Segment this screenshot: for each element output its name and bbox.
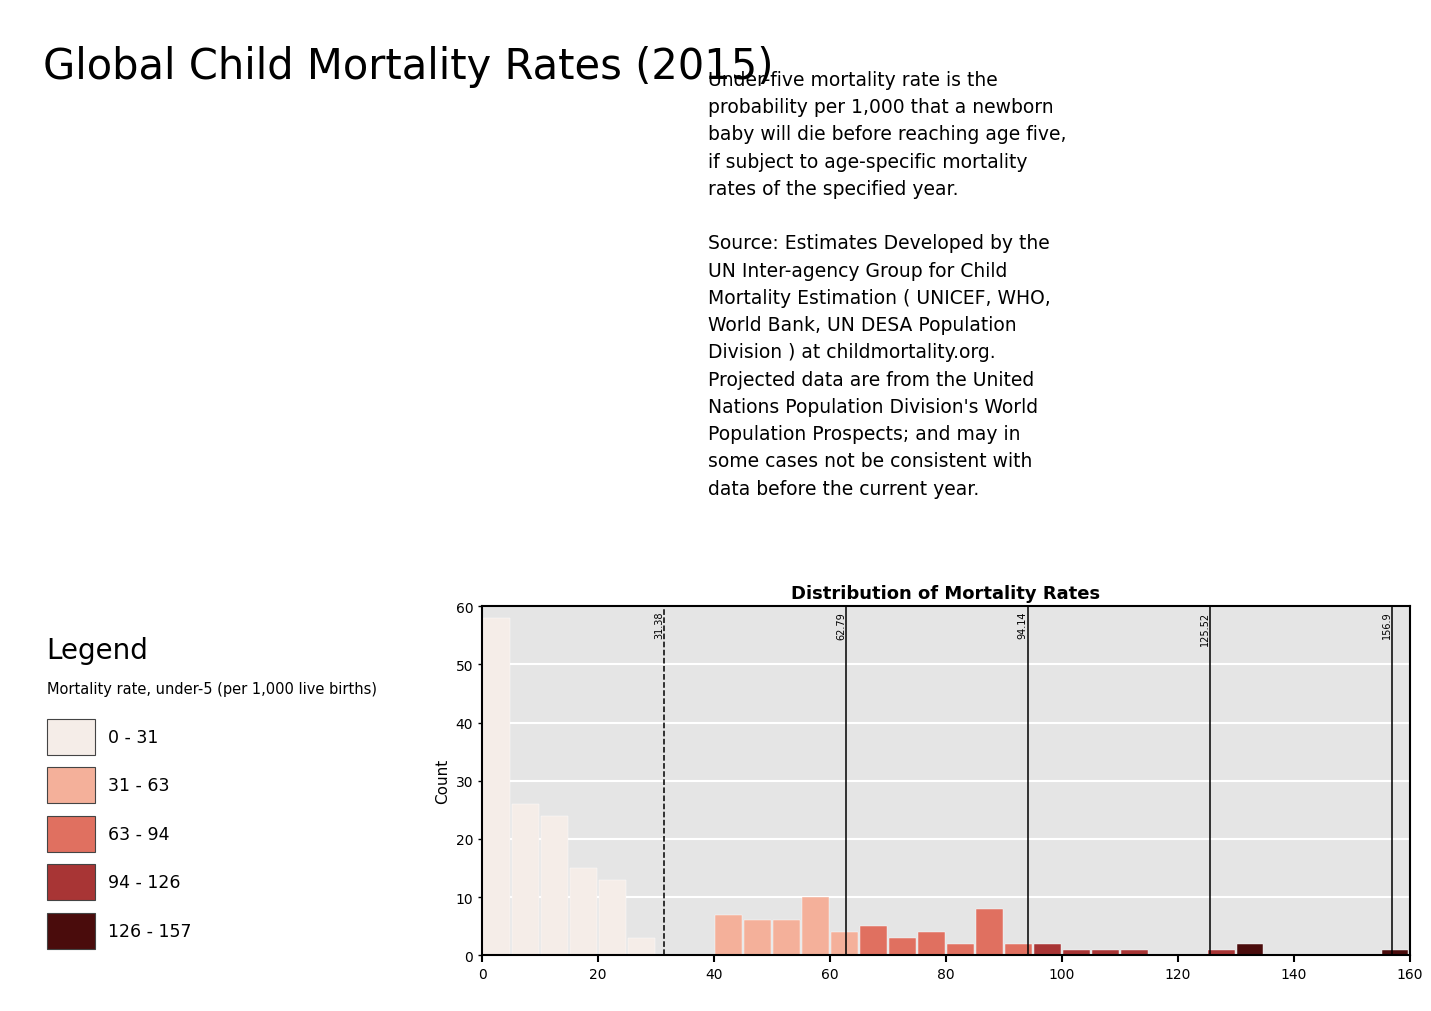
Text: 126 - 157: 126 - 157: [107, 922, 192, 940]
Bar: [889, 938, 916, 955]
Text: 31 - 63: 31 - 63: [107, 776, 169, 795]
FancyBboxPatch shape: [47, 913, 96, 948]
Text: 156.9: 156.9: [1381, 612, 1391, 639]
Bar: [1035, 944, 1060, 955]
Bar: [1092, 949, 1119, 955]
Bar: [512, 805, 539, 955]
Text: 62.79: 62.79: [836, 612, 846, 639]
Bar: [1120, 949, 1148, 955]
Title: Distribution of Mortality Rates: Distribution of Mortality Rates: [791, 584, 1100, 603]
Text: 94.14: 94.14: [1017, 612, 1027, 639]
Bar: [831, 932, 857, 955]
FancyBboxPatch shape: [47, 864, 96, 901]
Text: Under-five mortality rate is the
probability per 1,000 that a newborn
baby will : Under-five mortality rate is the probabi…: [708, 71, 1068, 498]
Bar: [716, 915, 741, 955]
Text: 31.38: 31.38: [654, 612, 664, 639]
FancyBboxPatch shape: [47, 719, 96, 755]
Bar: [600, 880, 625, 955]
Text: 125.52: 125.52: [1199, 612, 1209, 645]
Y-axis label: Count: Count: [435, 758, 449, 804]
Text: Global Child Mortality Rates (2015): Global Child Mortality Rates (2015): [43, 45, 773, 88]
Bar: [541, 816, 568, 955]
Bar: [744, 920, 771, 955]
Bar: [976, 909, 1003, 955]
Text: 94 - 126: 94 - 126: [107, 874, 180, 892]
Bar: [1005, 944, 1032, 955]
Text: 0 - 31: 0 - 31: [107, 728, 159, 746]
Bar: [628, 938, 655, 955]
Bar: [571, 868, 597, 955]
Bar: [803, 898, 829, 955]
Bar: [947, 944, 973, 955]
Bar: [1208, 949, 1235, 955]
Bar: [1382, 949, 1408, 955]
Bar: [773, 920, 800, 955]
Bar: [484, 619, 509, 955]
Text: Legend: Legend: [47, 637, 149, 664]
Bar: [1063, 949, 1089, 955]
FancyBboxPatch shape: [47, 816, 96, 852]
Bar: [919, 932, 944, 955]
Bar: [860, 926, 887, 955]
FancyBboxPatch shape: [47, 767, 96, 804]
Bar: [1236, 944, 1264, 955]
Text: 63 - 94: 63 - 94: [107, 825, 169, 843]
Text: Mortality rate, under-5 (per 1,000 live births): Mortality rate, under-5 (per 1,000 live …: [47, 681, 376, 697]
